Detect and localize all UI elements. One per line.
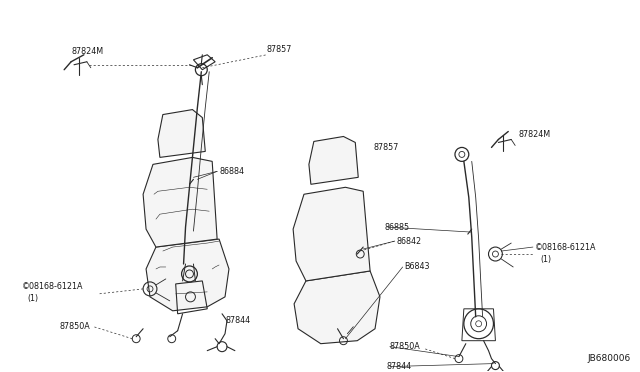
Polygon shape (143, 157, 217, 247)
Polygon shape (293, 187, 370, 281)
Polygon shape (294, 271, 380, 344)
Polygon shape (146, 239, 229, 311)
Text: 87850A: 87850A (390, 342, 420, 351)
Text: ©08168-6121A: ©08168-6121A (22, 282, 83, 291)
Text: 87857: 87857 (266, 45, 292, 54)
Text: 86885: 86885 (385, 222, 410, 232)
Text: (1): (1) (28, 294, 39, 303)
Text: 87824M: 87824M (71, 47, 103, 56)
Text: 86884: 86884 (219, 167, 244, 176)
Text: 87844: 87844 (387, 362, 412, 371)
Text: 86842: 86842 (397, 237, 422, 246)
Text: 87857: 87857 (373, 143, 399, 152)
Polygon shape (309, 137, 358, 184)
Text: (1): (1) (541, 254, 552, 263)
Text: B6843: B6843 (404, 263, 430, 272)
Polygon shape (158, 110, 205, 157)
Text: ©08168-6121A: ©08168-6121A (535, 243, 596, 251)
Text: 87850A: 87850A (60, 322, 90, 331)
Text: 87824M: 87824M (518, 130, 550, 139)
Text: 87844: 87844 (225, 316, 250, 325)
Text: JB680006: JB680006 (588, 354, 630, 363)
